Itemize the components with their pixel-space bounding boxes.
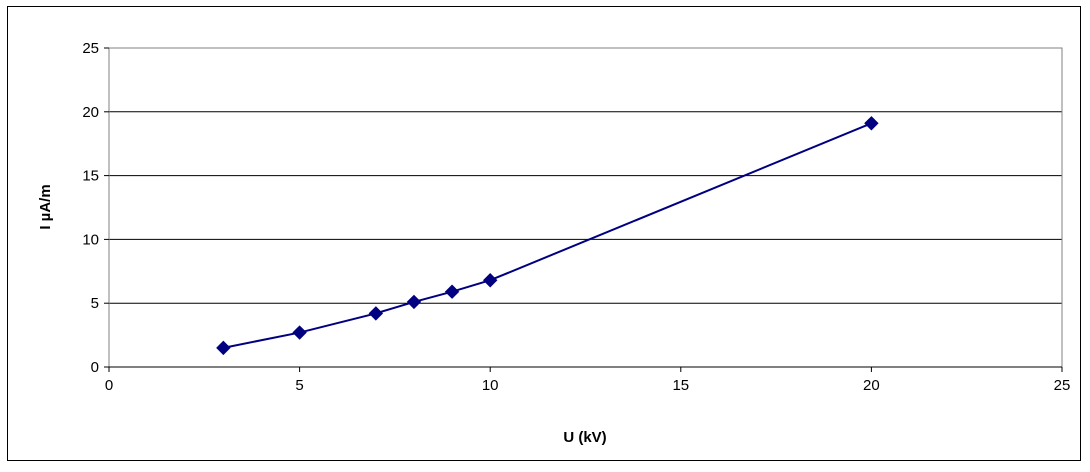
data-point <box>292 325 307 340</box>
data-point <box>216 340 231 356</box>
y-tick-label: 25 <box>82 40 99 57</box>
x-axis-title: U (kV) <box>563 429 606 446</box>
y-axis: 0 5 10 15 20 25 <box>82 40 109 376</box>
x-tick-label: 25 <box>1054 377 1071 394</box>
data-point <box>444 284 460 299</box>
data-point <box>406 294 422 310</box>
data-point <box>368 306 384 321</box>
x-axis: 0 5 10 15 20 25 <box>105 366 1071 394</box>
x-tick-label: 20 <box>863 377 880 394</box>
y-tick-label: 5 <box>91 295 99 312</box>
x-tick-label: 10 <box>482 377 499 394</box>
y-tick-label: 10 <box>82 231 99 248</box>
chart-frame <box>7 6 1081 461</box>
x-tick-label: 0 <box>105 377 113 394</box>
series-line <box>223 122 872 349</box>
y-axis-title: I µA/m <box>37 184 54 229</box>
y-tick-label: 0 <box>91 359 99 376</box>
y-tick-label: 15 <box>82 168 99 185</box>
plot-area <box>108 47 1063 368</box>
x-tick-label: 5 <box>295 377 303 394</box>
data-point <box>482 273 498 288</box>
data-point <box>864 116 879 131</box>
x-tick-label: 15 <box>672 377 689 394</box>
y-tick-label: 20 <box>82 104 99 121</box>
grid-layer <box>109 47 1062 368</box>
series-layer <box>216 116 879 356</box>
